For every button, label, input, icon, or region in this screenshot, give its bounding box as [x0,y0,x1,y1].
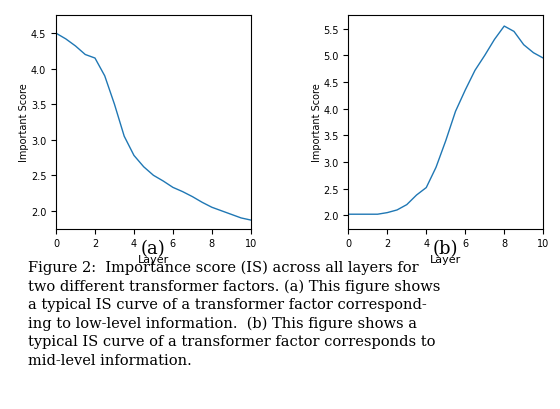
Y-axis label: Important Score: Important Score [20,83,29,162]
X-axis label: Layer: Layer [138,254,169,264]
Text: (a): (a) [141,239,166,257]
Text: (b): (b) [433,239,459,257]
Text: Figure 2:  Importance score (IS) across all layers for
two different transformer: Figure 2: Importance score (IS) across a… [28,260,440,367]
X-axis label: Layer: Layer [430,254,461,264]
Y-axis label: Important Score: Important Score [312,83,321,162]
